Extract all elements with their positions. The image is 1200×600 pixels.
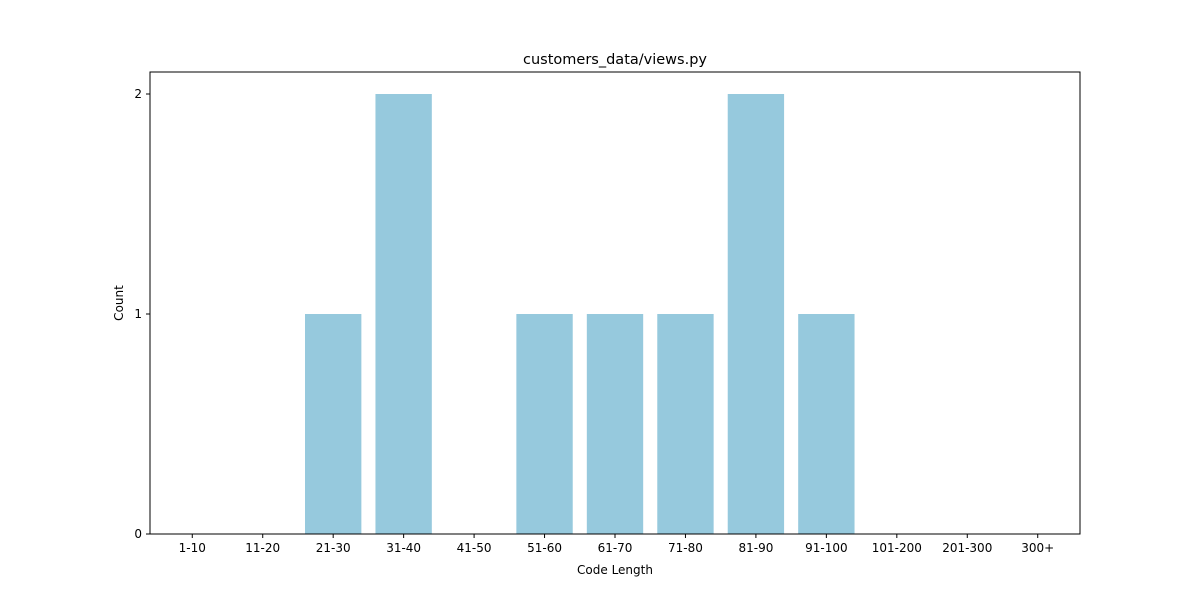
x-tick-label: 41-50 — [457, 541, 492, 555]
bar-81-90 — [727, 94, 785, 534]
x-tick-label: 31-40 — [386, 541, 421, 555]
x-tick-label: 101-200 — [872, 541, 922, 555]
x-tick-label: 11-20 — [245, 541, 280, 555]
x-tick-label: 300+ — [1021, 541, 1054, 555]
y-axis-ticks: 0 1 2 — [134, 87, 150, 541]
x-tick-label: 51-60 — [527, 541, 562, 555]
x-tick-label: 81-90 — [738, 541, 773, 555]
x-tick-label: 201-300 — [942, 541, 992, 555]
bar-31-40 — [375, 94, 432, 534]
bar-91-100 — [798, 314, 855, 534]
x-axis-label: Code Length — [577, 563, 653, 577]
x-tick-label: 21-30 — [316, 541, 351, 555]
y-axis-label: Count — [112, 285, 126, 321]
y-tick-label: 2 — [134, 87, 142, 101]
x-tick-label: 1-10 — [179, 541, 206, 555]
x-tick-label: 61-70 — [598, 541, 633, 555]
chart-title: customers_data/views.py — [523, 52, 707, 68]
bar-71-80 — [657, 314, 714, 534]
bar-51-60 — [516, 314, 573, 534]
y-tick-label: 1 — [134, 307, 142, 321]
x-tick-label: 91-100 — [805, 541, 848, 555]
bar-21-30 — [305, 314, 362, 534]
x-axis-ticks: 1-10 11-20 21-30 31-40 41-50 51-60 61-70 71-80 8… — [179, 534, 1054, 555]
y-tick-label: 0 — [134, 527, 142, 541]
x-tick-label: 71-80 — [668, 541, 703, 555]
bar-61-70 — [586, 314, 644, 534]
bars-group — [305, 94, 855, 534]
